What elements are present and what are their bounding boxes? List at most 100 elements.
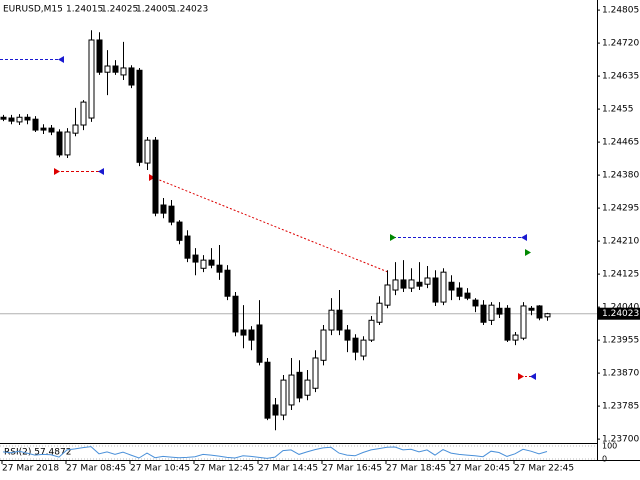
candle-body [320, 329, 327, 361]
trade-arrow [530, 373, 536, 380]
candle-body [96, 39, 103, 73]
candle-body [16, 116, 23, 123]
candle-body [288, 374, 295, 406]
candle-body [192, 254, 199, 263]
candle-body [256, 324, 263, 363]
trade-line [151, 176, 389, 273]
x-tick-label: 27 Mar 16:45 [322, 464, 382, 474]
x-tick-label: 27 Mar 22:45 [514, 464, 574, 474]
candle-body [352, 337, 359, 353]
y-tick-label: 1.24380 [602, 171, 639, 181]
candle-body [136, 69, 143, 163]
candle-body [152, 139, 159, 214]
y-tick-label: 1.23700 [602, 435, 639, 445]
candle-body [360, 339, 367, 357]
candle-body [272, 404, 279, 416]
rsi-label: RSI(2) 57.4872 [4, 448, 71, 458]
candle-body [24, 116, 31, 121]
candle-body [120, 67, 127, 76]
y-tick-label: 1.2455 [602, 105, 634, 115]
candle-body [224, 269, 231, 297]
candle-body [88, 39, 95, 119]
y-tick-label: 1.24040 [602, 303, 639, 313]
trade-arrow [149, 174, 155, 181]
header-value: 1.24005 [136, 5, 173, 15]
candle-body [104, 65, 111, 73]
y-tick-label: 1.24210 [602, 237, 639, 247]
candle-body [312, 357, 319, 389]
header-value: 1.24015 [66, 5, 103, 15]
y-tick-label: 1.24635 [602, 72, 639, 82]
candle-body [416, 281, 423, 287]
candle-body [448, 281, 455, 291]
candle-body [456, 287, 463, 297]
x-tick-label: 27 Mar 12:45 [194, 464, 254, 474]
candle-body [160, 204, 167, 214]
y-tick-label: 1.24465 [602, 138, 639, 148]
candle-body [72, 124, 79, 134]
y-tick-label: 1.24125 [602, 270, 639, 280]
y-tick-label: 1.23955 [602, 336, 639, 346]
candle-body [144, 139, 151, 164]
candle-body [328, 309, 335, 331]
rsi-line [2, 446, 548, 459]
candle-body [64, 131, 71, 156]
candle-body [544, 313, 551, 318]
candle-body [48, 127, 55, 133]
candle-body [400, 279, 407, 289]
candle-body [472, 299, 479, 307]
candle-body [80, 101, 87, 126]
candle-body [536, 305, 543, 319]
candle-body [200, 259, 207, 269]
candle-body [376, 302, 383, 323]
candle-body [208, 259, 215, 266]
trade-arrow [58, 56, 64, 63]
x-tick-label: 27 Mar 10:45 [130, 464, 190, 474]
candle-body [432, 277, 439, 303]
y-tick-label: 1.23785 [602, 402, 639, 412]
candle-body [0, 116, 7, 120]
candle-body [512, 334, 519, 341]
candle-body [240, 329, 247, 336]
trade-arrow [390, 234, 396, 241]
x-tick-label: 27 Mar 08:45 [66, 464, 126, 474]
trade-arrow [98, 168, 104, 175]
trade-arrow [521, 234, 527, 241]
trade-arrow [518, 373, 524, 380]
candle-body [32, 118, 39, 131]
rsi-tick-label: 0 [602, 455, 607, 464]
current-price-box [598, 307, 640, 320]
candle-body [304, 379, 311, 396]
candle-body [176, 221, 183, 241]
candle-body [264, 361, 271, 419]
candle-body [184, 235, 191, 259]
candle-body [296, 371, 303, 399]
candle-body [528, 307, 535, 311]
candle-body [488, 304, 495, 321]
candle-body [344, 329, 351, 341]
candle-body [440, 271, 447, 303]
candle-body [520, 305, 527, 339]
candle-body [168, 205, 175, 223]
current-price-label: 1.24023 [602, 309, 639, 319]
y-tick-label: 1.24805 [602, 6, 639, 16]
candle-body [384, 284, 391, 306]
candle-body [248, 329, 255, 341]
candle-body [408, 279, 415, 289]
candle-body [8, 117, 15, 122]
candle-body [40, 127, 47, 131]
candle-body [392, 279, 399, 291]
symbol: EURUSD,M15 [3, 5, 63, 15]
candle-body [56, 131, 63, 156]
candle-body [496, 307, 503, 315]
candle-body [216, 264, 223, 273]
candle-body [480, 304, 487, 323]
trade-arrow [54, 168, 60, 175]
x-tick-label: 27 Mar 2018 [2, 464, 59, 474]
candle-body [336, 309, 343, 331]
y-tick-label: 1.23870 [602, 369, 639, 379]
x-tick-label: 27 Mar 14:45 [258, 464, 318, 474]
